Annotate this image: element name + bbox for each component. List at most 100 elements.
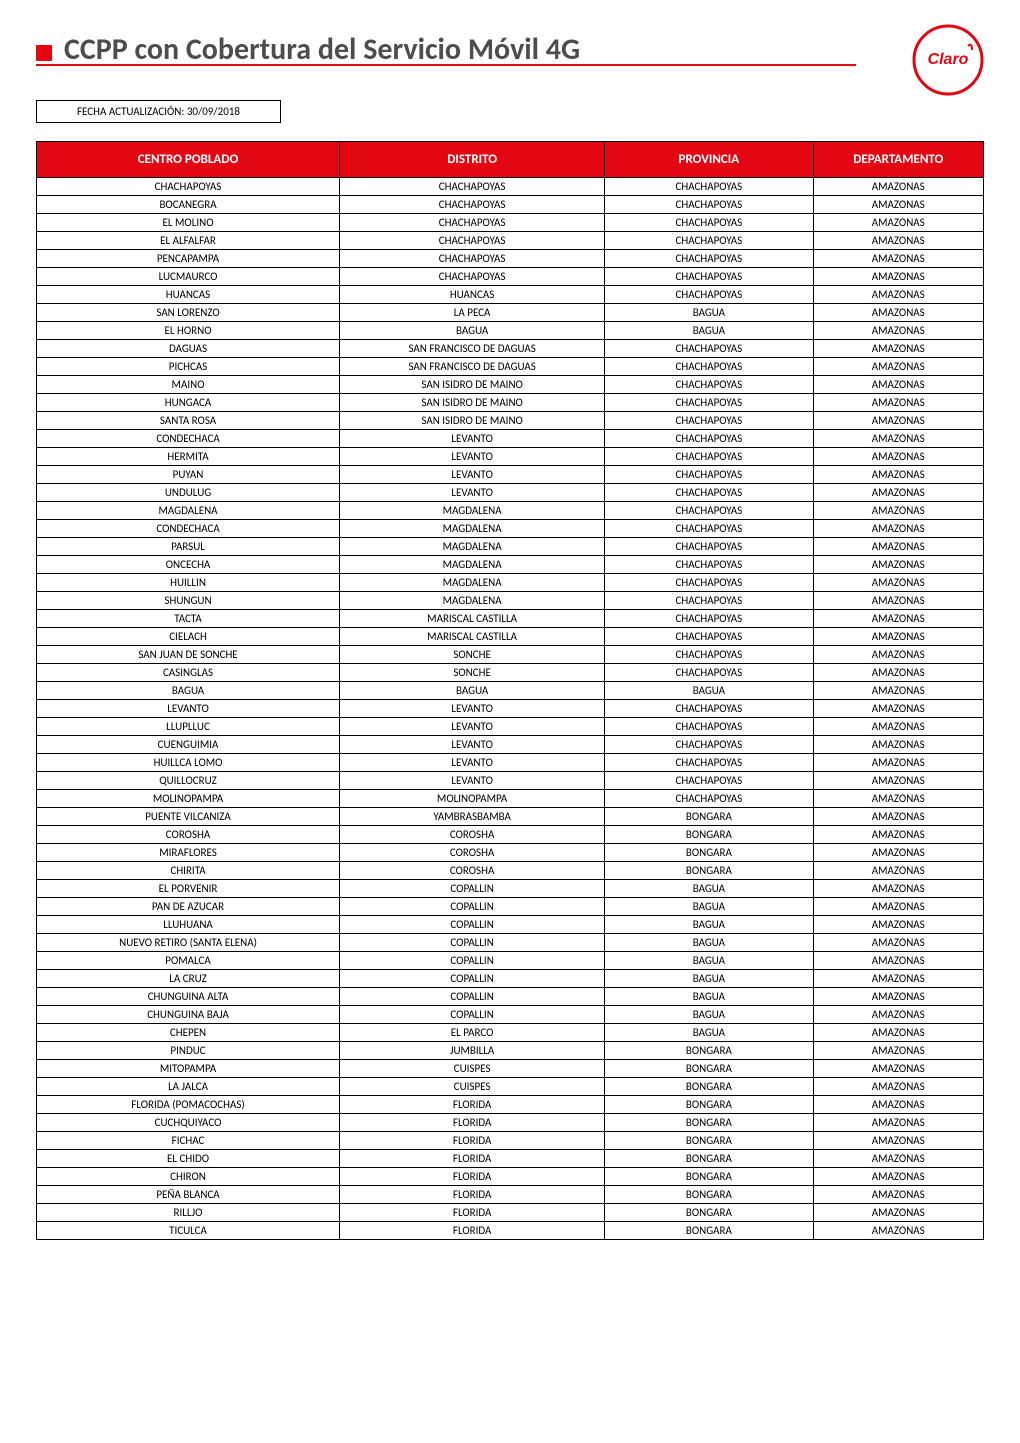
table-cell: TACTA <box>37 610 340 628</box>
table-cell: SAN ISIDRO DE MAINO <box>340 376 605 394</box>
table-cell: JUMBILLA <box>340 1042 605 1060</box>
table-cell: LLUPLLUC <box>37 718 340 736</box>
table-cell: LUCMAURCO <box>37 268 340 286</box>
table-cell: CHIRITA <box>37 862 340 880</box>
table-cell: AMAZONAS <box>813 178 983 196</box>
table-cell: COPALLIN <box>340 880 605 898</box>
table-row: PUYANLEVANTOCHACHAPOYASAMAZONAS <box>37 466 984 484</box>
table-cell: BAGUA <box>605 304 813 322</box>
table-cell: QUILLOCRUZ <box>37 772 340 790</box>
table-cell: CHACHAPOYAS <box>37 178 340 196</box>
table-cell: BONGARA <box>605 1186 813 1204</box>
table-cell: MOLINOPAMPA <box>37 790 340 808</box>
table-cell: CHACHAPOYAS <box>605 358 813 376</box>
table-cell: AMAZONAS <box>813 754 983 772</box>
table-row: LLUPLLUCLEVANTOCHACHAPOYASAMAZONAS <box>37 718 984 736</box>
table-cell: AMAZONAS <box>813 214 983 232</box>
table-cell: AMAZONAS <box>813 484 983 502</box>
table-cell: AMAZONAS <box>813 898 983 916</box>
table-cell: AMAZONAS <box>813 466 983 484</box>
table-row: PEÑA BLANCAFLORIDABONGARAAMAZONAS <box>37 1186 984 1204</box>
table-cell: CHACHAPOYAS <box>605 610 813 628</box>
table-row: CHUNGUINA BAJACOPALLINBAGUAAMAZONAS <box>37 1006 984 1024</box>
table-cell: LEVANTO <box>340 700 605 718</box>
table-cell: AMAZONAS <box>813 448 983 466</box>
table-row: PICHCASSAN FRANCISCO DE DAGUASCHACHAPOYA… <box>37 358 984 376</box>
table-cell: PENCAPAMPA <box>37 250 340 268</box>
table-cell: PAN DE AZUCAR <box>37 898 340 916</box>
table-cell: PUENTE VILCANIZA <box>37 808 340 826</box>
table-cell: CHACHAPOYAS <box>605 538 813 556</box>
table-row: LA JALCACUISPESBONGARAAMAZONAS <box>37 1078 984 1096</box>
table-cell: AMAZONAS <box>813 394 983 412</box>
table-cell: AMAZONAS <box>813 556 983 574</box>
table-cell: CUENGUIMIA <box>37 736 340 754</box>
claro-logo: Claro <box>912 24 984 96</box>
table-row: PINDUCJUMBILLABONGARAAMAZONAS <box>37 1042 984 1060</box>
table-cell: BAGUA <box>605 916 813 934</box>
table-cell: CHACHAPOYAS <box>605 250 813 268</box>
table-cell: EL ALFALFAR <box>37 232 340 250</box>
table-row: CHIRITACOROSHABONGARAAMAZONAS <box>37 862 984 880</box>
table-row: EL HORNOBAGUABAGUAAMAZONAS <box>37 322 984 340</box>
table-cell: AMAZONAS <box>813 1006 983 1024</box>
table-cell: COROSHA <box>340 826 605 844</box>
table-cell: CHACHAPOYAS <box>340 250 605 268</box>
table-row: EL PORVENIRCOPALLINBAGUAAMAZONAS <box>37 880 984 898</box>
table-cell: AMAZONAS <box>813 286 983 304</box>
table-cell: PICHCAS <box>37 358 340 376</box>
table-cell: BAGUA <box>605 934 813 952</box>
table-cell: CHUNGUINA ALTA <box>37 988 340 1006</box>
table-cell: MITOPAMPA <box>37 1060 340 1078</box>
table-cell: MAGDALENA <box>340 574 605 592</box>
table-cell: CHACHAPOYAS <box>340 214 605 232</box>
table-cell: BAGUA <box>605 988 813 1006</box>
table-cell: BONGARA <box>605 862 813 880</box>
coverage-table: CENTRO POBLADO DISTRITO PROVINCIA DEPART… <box>36 141 984 1240</box>
table-cell: COPALLIN <box>340 970 605 988</box>
table-cell: AMAZONAS <box>813 520 983 538</box>
table-cell: FLORIDA (POMACOCHAS) <box>37 1096 340 1114</box>
table-cell: AMAZONAS <box>813 1186 983 1204</box>
col-centro-poblado: CENTRO POBLADO <box>37 142 340 178</box>
table-cell: SONCHE <box>340 664 605 682</box>
table-cell: MAGDALENA <box>340 538 605 556</box>
table-cell: AMAZONAS <box>813 250 983 268</box>
table-cell: BAGUA <box>605 322 813 340</box>
table-cell: TICULCA <box>37 1222 340 1240</box>
table-row: QUILLOCRUZLEVANTOCHACHAPOYASAMAZONAS <box>37 772 984 790</box>
table-row: FLORIDA (POMACOCHAS)FLORIDABONGARAAMAZON… <box>37 1096 984 1114</box>
table-row: COROSHACOROSHABONGARAAMAZONAS <box>37 826 984 844</box>
table-cell: MARISCAL CASTILLA <box>340 610 605 628</box>
table-cell: AMAZONAS <box>813 268 983 286</box>
table-cell: CHACHAPOYAS <box>605 466 813 484</box>
page-title: CCPP con Cobertura del Servicio Móvil 4G <box>64 31 580 68</box>
table-row: SAN LORENZOLA PECABAGUAAMAZONAS <box>37 304 984 322</box>
table-row: CUCHQUIYACOFLORIDABONGARAAMAZONAS <box>37 1114 984 1132</box>
table-row: LLUHUANACOPALLINBAGUAAMAZONAS <box>37 916 984 934</box>
table-cell: AMAZONAS <box>813 1060 983 1078</box>
table-row: TICULCAFLORIDABONGARAAMAZONAS <box>37 1222 984 1240</box>
table-cell: CHACHAPOYAS <box>605 700 813 718</box>
table-cell: MAGDALENA <box>37 502 340 520</box>
table-row: EL CHIDOFLORIDABONGARAAMAZONAS <box>37 1150 984 1168</box>
table-row: MITOPAMPACUISPESBONGARAAMAZONAS <box>37 1060 984 1078</box>
table-cell: MAGDALENA <box>340 502 605 520</box>
table-cell: AMAZONAS <box>813 682 983 700</box>
table-row: RILLJOFLORIDABONGARAAMAZONAS <box>37 1204 984 1222</box>
table-row: MOLINOPAMPAMOLINOPAMPACHACHAPOYASAMAZONA… <box>37 790 984 808</box>
table-cell: FLORIDA <box>340 1114 605 1132</box>
table-cell: AMAZONAS <box>813 628 983 646</box>
table-row: HUANCASHUANCASCHACHAPOYASAMAZONAS <box>37 286 984 304</box>
table-cell: CHACHAPOYAS <box>605 484 813 502</box>
table-cell: AMAZONAS <box>813 574 983 592</box>
table-cell: EL CHIDO <box>37 1150 340 1168</box>
table-cell: EL PARCO <box>340 1024 605 1042</box>
table-row: TACTAMARISCAL CASTILLACHACHAPOYASAMAZONA… <box>37 610 984 628</box>
table-cell: COROSHA <box>37 826 340 844</box>
table-cell: LEVANTO <box>340 484 605 502</box>
svg-text:Claro: Claro <box>928 51 969 68</box>
table-cell: CHEPEN <box>37 1024 340 1042</box>
table-cell: FLORIDA <box>340 1222 605 1240</box>
table-row: HUILLCA LOMOLEVANTOCHACHAPOYASAMAZONAS <box>37 754 984 772</box>
